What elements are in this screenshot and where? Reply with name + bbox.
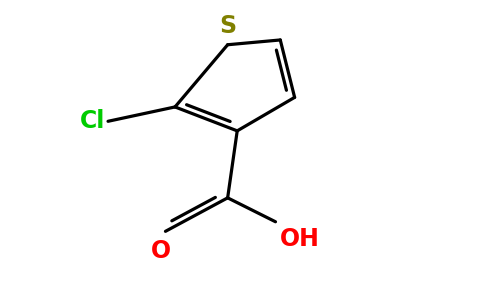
Text: OH: OH — [280, 226, 320, 250]
Text: S: S — [219, 14, 236, 38]
Text: O: O — [151, 238, 171, 262]
Text: Cl: Cl — [80, 109, 106, 133]
